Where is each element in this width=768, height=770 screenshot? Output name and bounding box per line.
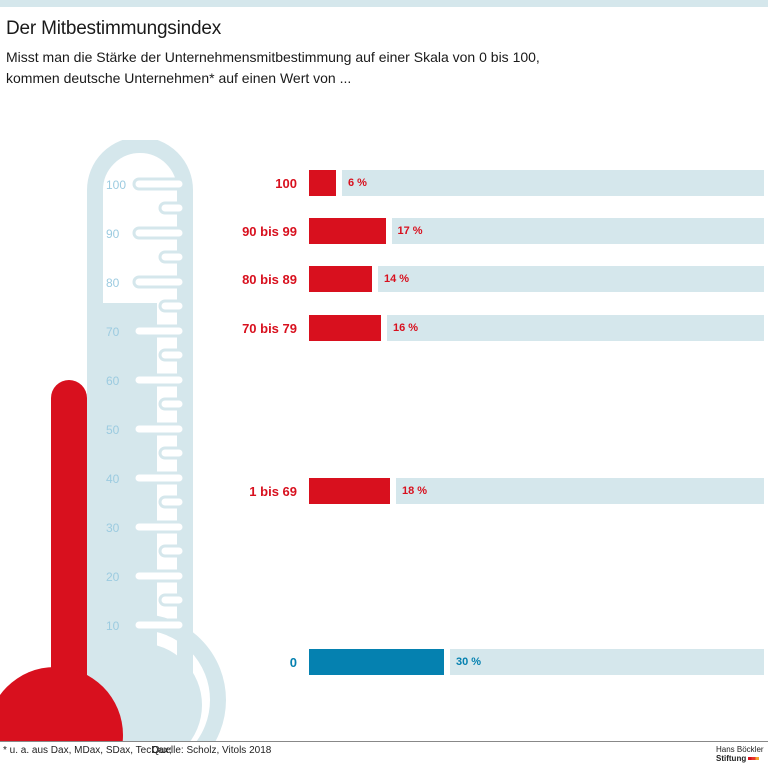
thermometer-tick-minor (158, 348, 186, 362)
category-label: 1 bis 69 (249, 484, 297, 499)
subtitle-line-2: kommen deutsche Unternehmen* auf einen W… (6, 70, 352, 86)
bar-track (342, 170, 764, 196)
thermometer-tick-major (132, 373, 186, 387)
category-label: 0 (289, 655, 297, 670)
bar (309, 170, 336, 196)
category-label: 80 bis 89 (242, 272, 297, 287)
thermometer-glass-outline (87, 140, 193, 690)
bar-track (391, 218, 764, 244)
bar (309, 266, 372, 292)
thermometer-scale-label: 40 (106, 472, 120, 486)
chart-title: Der Mitbestimmungsindex (6, 18, 222, 39)
bar-track (396, 478, 764, 504)
thermometer-tick-minor (158, 201, 186, 215)
thermometer-tick-minor (158, 299, 186, 313)
bar-track (450, 649, 764, 675)
hans-boeckler-logo: Hans Böckler Stiftung (716, 745, 764, 763)
category-label: 90 bis 99 (242, 224, 297, 239)
value-label: 6 % (348, 177, 367, 189)
thermometer-mercury-bulb (0, 667, 123, 741)
value-label: 14 % (384, 273, 410, 285)
thermometer-scale-label: 60 (106, 374, 120, 388)
thermometer-tick-major (132, 422, 186, 436)
thermometer-tick-major (132, 520, 186, 534)
footnote: * u. a. aus Dax, MDax, SDax, TecDax; (3, 745, 172, 756)
value-label: 30 % (456, 656, 482, 668)
bar (309, 478, 390, 504)
thermometer-scale-label: 20 (106, 570, 120, 584)
thermometer-scale-label: 70 (106, 325, 120, 339)
bar-track (378, 266, 764, 292)
thermometer-tick-minor (158, 446, 186, 460)
thermometer-scale-label: 100 (106, 178, 126, 192)
thermometer-tick-major (132, 618, 186, 632)
thermometer-scale-label: 10 (106, 619, 120, 633)
value-label: 18 % (402, 485, 428, 497)
logo-mark-icon (748, 757, 760, 761)
logo-line-1: Hans Böckler (716, 745, 764, 754)
thermometer-tick-minor (158, 495, 186, 509)
thermometer-tick-major (132, 177, 186, 191)
thermometer-tick-major (132, 275, 186, 289)
thermometer-scale-label: 90 (106, 227, 120, 241)
top-accent-bar (0, 0, 768, 7)
thermometer-tick-minor (158, 593, 186, 607)
logo-line-2: Stiftung (716, 754, 764, 763)
bar (309, 218, 386, 244)
thermometer-tick-major (132, 569, 186, 583)
chart-subtitle: Misst man die Stärke der Unternehmensmit… (6, 47, 540, 89)
thermometer-scale-label: 30 (106, 521, 120, 535)
category-label: 70 bis 79 (242, 321, 297, 336)
thermometer-illustration: 100 90 80 70 60 50 40 30 20 10 (0, 140, 226, 741)
thermometer-mercury-column (51, 380, 87, 700)
thermometer-scale-label: 80 (106, 276, 120, 290)
category-label: 100 (275, 176, 297, 191)
thermometer-scale-label: 50 (106, 423, 120, 437)
value-label: 16 % (393, 322, 419, 334)
thermometer-tick-major (132, 324, 186, 338)
bar-track (387, 315, 764, 341)
thermometer-tick-minor (158, 250, 186, 264)
thermometer-tick-minor (158, 544, 186, 558)
thermometer-tick-minor (158, 397, 186, 411)
thermometer-tick-major (132, 226, 186, 240)
thermometer-tick-major (132, 471, 186, 485)
source-note: Quelle: Scholz, Vitols 2018 (152, 745, 272, 756)
bar (309, 315, 381, 341)
subtitle-line-1: Misst man die Stärke der Unternehmensmit… (6, 49, 540, 65)
bar (309, 649, 444, 675)
value-label: 17 % (397, 225, 423, 237)
footer-divider (0, 741, 768, 742)
